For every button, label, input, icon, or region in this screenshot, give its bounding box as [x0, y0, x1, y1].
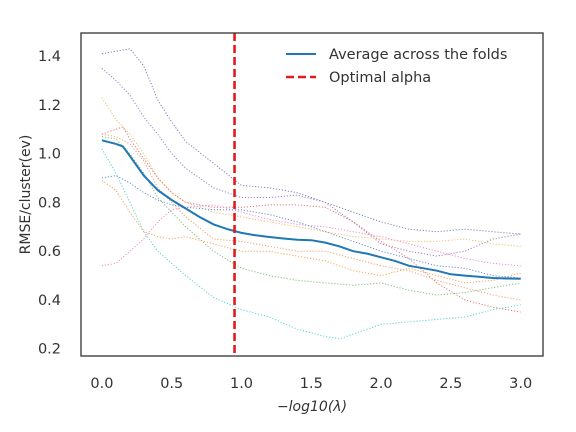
x-tick-labels: 0.0 0.5 1.0 1.5 2.0 2.5 3.0	[90, 376, 532, 392]
fold-line-5	[101, 133, 521, 301]
average-line	[101, 139, 521, 280]
fold-line-2	[101, 67, 521, 257]
fold-line-6	[101, 204, 521, 267]
y-tick-label: 1.4	[38, 49, 61, 65]
fold-lines	[101, 48, 521, 340]
fold-line-3	[101, 97, 521, 247]
x-tick-label: 2.0	[370, 376, 393, 392]
fold-line-10	[101, 175, 521, 279]
x-tick-label: 1.0	[230, 376, 253, 392]
average-line-layer	[101, 139, 521, 280]
y-tick-label: 0.2	[38, 342, 61, 358]
x-tick-label: 2.5	[439, 376, 462, 392]
x-tick-label: 0.0	[90, 376, 113, 392]
fold-line-8	[101, 136, 521, 296]
x-axis-label: −log10(λ)	[277, 399, 347, 415]
y-tick-label: 1.2	[38, 98, 61, 114]
y-tick-label: 0.6	[38, 244, 61, 260]
fold-line-9	[101, 148, 521, 340]
fold-line-7	[101, 180, 521, 284]
y-tick-label: 0.8	[38, 195, 61, 211]
x-tick-label: 1.5	[300, 376, 323, 392]
legend: Average across the folds Optimal alpha	[286, 47, 507, 86]
x-tick-label: 3.0	[509, 376, 532, 392]
y-tick-label: 1.0	[38, 147, 61, 163]
y-tick-labels: 0.2 0.4 0.6 0.8 1.0 1.2 1.4	[38, 49, 61, 358]
legend-label-optimal-alpha: Optimal alpha	[329, 70, 431, 86]
legend-label-average: Average across the folds	[329, 47, 507, 63]
y-tick-label: 0.4	[38, 293, 61, 309]
x-tick-label: 0.5	[160, 376, 183, 392]
plot-frame	[80, 32, 544, 357]
y-axis-label: RMSE/cluster(ev)	[18, 135, 34, 255]
